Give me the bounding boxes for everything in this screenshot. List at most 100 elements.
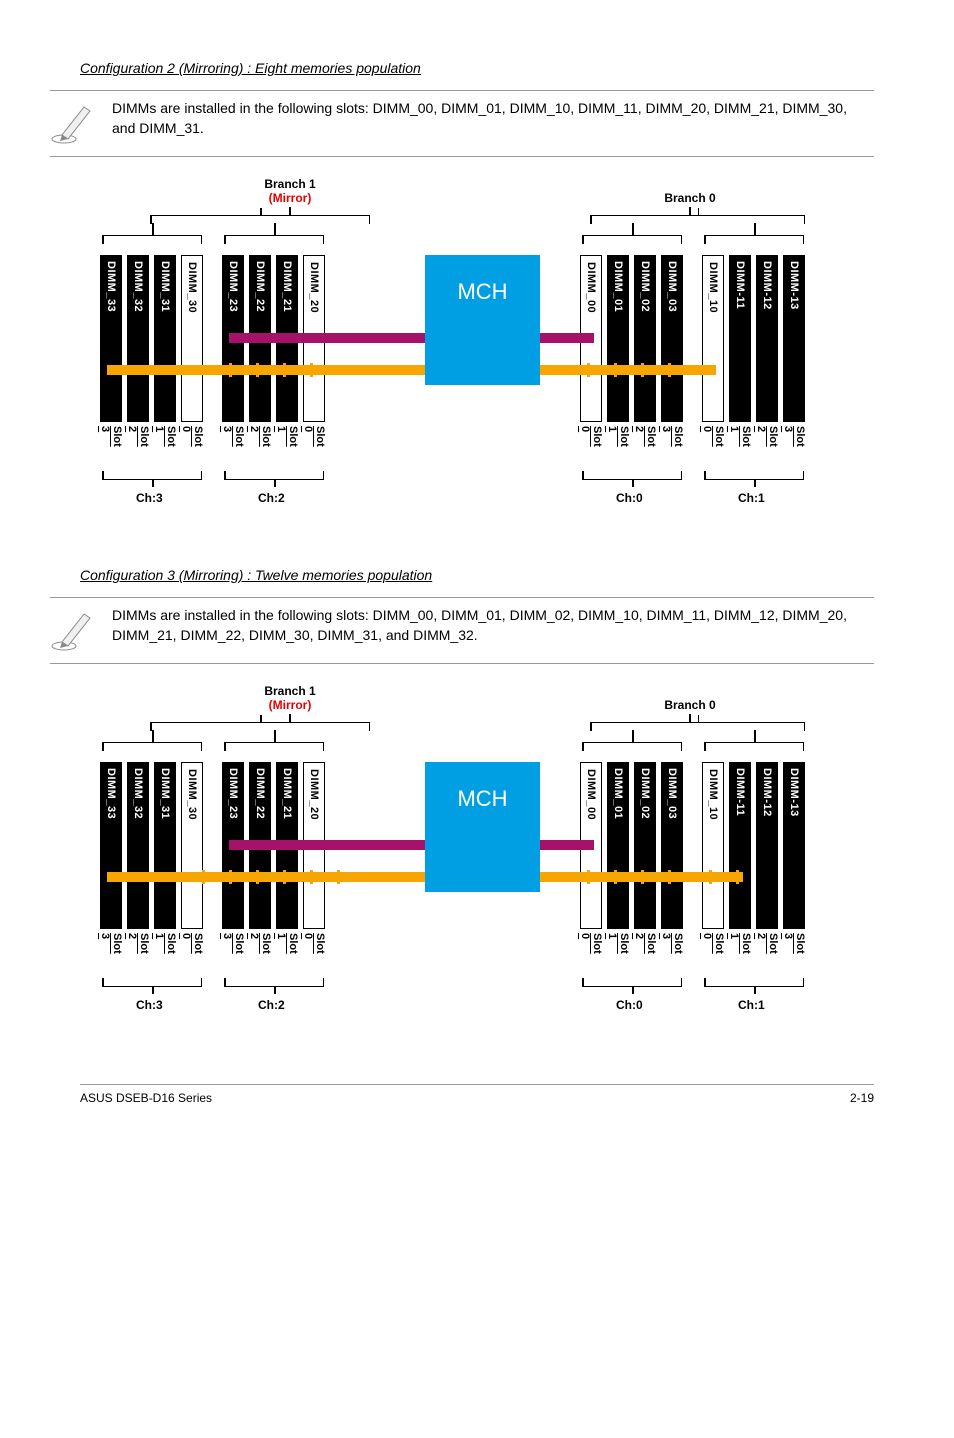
dimm-label: DIMM-12 [761,762,773,817]
dimm-label: DIMM-11 [734,255,746,309]
pencil-icon [50,606,94,655]
mch-block: MCH [425,255,540,385]
slot-label: Slot 3 [782,929,806,962]
dimm-slot: DIMM_20Slot 0 [303,255,325,455]
dimm-label: DIMM-13 [788,762,800,817]
dimm-slot: DIMM-13Slot 3 [783,255,805,455]
dimm-label: DIMM_33 [105,762,117,819]
slot-label: Slot 2 [126,422,150,455]
slot-label: Slot 3 [221,929,245,962]
page-footer: ASUS DSEB-D16 Series 2-19 [80,1084,874,1105]
slot-label: Slot 2 [633,422,657,455]
dimm-slot: DIMM_22Slot 2 [249,255,271,455]
connector-bar [107,872,425,882]
slot-label: Slot 1 [728,422,752,455]
slot-group-ch1: DIMM_10Slot 0DIMM-11Slot 1DIMM-12Slot 2D… [702,255,805,455]
channel-label-ch2: Ch:2 [258,491,285,505]
dimm-slot: DIMM_33 Slot 3 [100,762,122,962]
slot-label: Slot 0 [579,422,603,455]
dimm-label: DIMM_31 [159,762,171,819]
dimm-label: DIMM_02 [639,762,651,819]
slot-label: Slot 1 [153,929,177,962]
slot-label: Slot 2 [633,929,657,962]
dimm-label: DIMM_00 [585,256,597,313]
connector-bar [229,840,425,850]
dimm-label: DIMM-12 [761,255,773,310]
connector-bar [540,333,594,343]
slot-label: Slot 3 [99,929,123,962]
slot-label: Slot 2 [755,929,779,962]
dimm-slot: DIMM_23 Slot 3 [222,762,244,962]
slot-label: Slot 1 [275,422,299,455]
dimm-slot: DIMM_02 Slot 2 [634,762,656,962]
dimm-slot: DIMM_03Slot 3 [661,255,683,455]
config2-diagram: Branch 1(Mirror)Branch 0MCHDIMM_33Slot 3… [80,177,874,537]
dimm-label: DIMM_01 [612,762,624,819]
slot-label: Slot 0 [302,929,326,962]
connector-bar [229,333,425,343]
dimm-label: DIMM_23 [227,255,239,312]
slot-group-ch1: DIMM_10Slot 0DIMM-11Slot 1DIMM-12Slot 2D… [702,762,805,962]
dimm-slot: DIMM_01 Slot 1 [607,762,629,962]
dimm-label: DIMM_10 [707,256,719,313]
dimm-label: DIMM_21 [281,762,293,819]
dimm-label: DIMM_03 [666,762,678,819]
dimm-slot: DIMM_02 Slot 2 [634,255,656,455]
slot-group-ch2: DIMM_23Slot 3DIMM_22Slot 2DIMM_21Slot 1D… [222,762,325,962]
slot-group-ch3: DIMM_33Slot 3DIMM_32Slot 2DIMM_31Slot 1D… [100,762,203,962]
slot-label: Slot 3 [660,929,684,962]
dimm-label: DIMM_20 [308,763,320,820]
slot-label: Slot 1 [728,929,752,962]
slot-group-ch3: DIMM_33Slot 3DIMM_32Slot 2DIMM_31Slot 1D… [100,255,203,455]
branch0-label: Branch 0 [640,698,740,712]
dimm-slot: DIMM_03 Slot 3 [661,762,683,962]
dimm-label: DIMM_30 [186,256,198,313]
dimm-slot: DIMM_22Slot 2 [249,762,271,962]
connector-bar [107,365,425,375]
dimm-slot: DIMM_32Slot 2 [127,762,149,962]
config2-note-text: DIMMs are installed in the following slo… [112,99,874,138]
dimm-slot: DIMM_30Slot 0 [181,255,203,455]
slot-label: Slot 1 [275,929,299,962]
branch0-label: Branch 0 [640,191,740,205]
pencil-icon [50,99,94,148]
config3-title: Configuration 3 (Mirroring) : Twelve mem… [80,567,874,583]
channel-label-ch0: Ch:0 [616,491,643,505]
dimm-label: DIMM_30 [186,763,198,820]
dimm-label: DIMM-11 [734,762,746,816]
mch-block: MCH [425,762,540,892]
dimm-label: DIMM_03 [666,255,678,312]
slot-label: Slot 1 [606,929,630,962]
slot-group-ch0: DIMM_00Slot 0DIMM_01Slot 1DIMM_02Slot 2D… [580,762,683,962]
slot-group-ch2: DIMM_23Slot 3DIMM_22Slot 2DIMM_21Slot 1D… [222,255,325,455]
config3-note-box: DIMMs are installed in the following slo… [50,597,874,664]
dimm-slot: DIMM_23 Slot 3 [222,255,244,455]
connector-bar [540,365,716,375]
dimm-label: DIMM_02 [639,255,651,312]
dimm-label: DIMM_23 [227,762,239,819]
dimm-label: DIMM_22 [254,255,266,312]
dimm-label: DIMM_00 [585,763,597,820]
channel-label-ch3: Ch:3 [136,998,163,1012]
config3-note-text: DIMMs are installed in the following slo… [112,606,874,645]
dimm-slot: DIMM_00 Slot 0 [580,255,602,455]
slot-label: Slot 0 [180,929,204,962]
dimm-slot: DIMM_00Slot 0 [580,762,602,962]
slot-label: Slot 1 [153,422,177,455]
dimm-slot: DIMM_21 Slot 1 [276,762,298,962]
channel-label-ch2: Ch:2 [258,998,285,1012]
dimm-slot: DIMM-11 Slot 1 [729,762,751,962]
slot-label: Slot 3 [221,422,245,455]
dimm-label: DIMM_10 [707,763,719,820]
slot-label: Slot 0 [701,422,725,455]
dimm-slot: DIMM_21Slot 1 [276,255,298,455]
branch1-label: Branch 1 [240,177,340,191]
config2-note-box: DIMMs are installed in the following slo… [50,90,874,157]
channel-label-ch0: Ch:0 [616,998,643,1012]
dimm-slot: DIMM_31 Slot 1 [154,762,176,962]
slot-label: Slot 2 [248,929,272,962]
dimm-slot: DIMM_10Slot 0 [702,762,724,962]
slot-group-ch0: DIMM_00Slot 0DIMM_01Slot 1DIMM_02Slot 2D… [580,255,683,455]
dimm-slot: DIMM-11 Slot 1 [729,255,751,455]
dimm-slot: DIMM_01Slot 1 [607,255,629,455]
